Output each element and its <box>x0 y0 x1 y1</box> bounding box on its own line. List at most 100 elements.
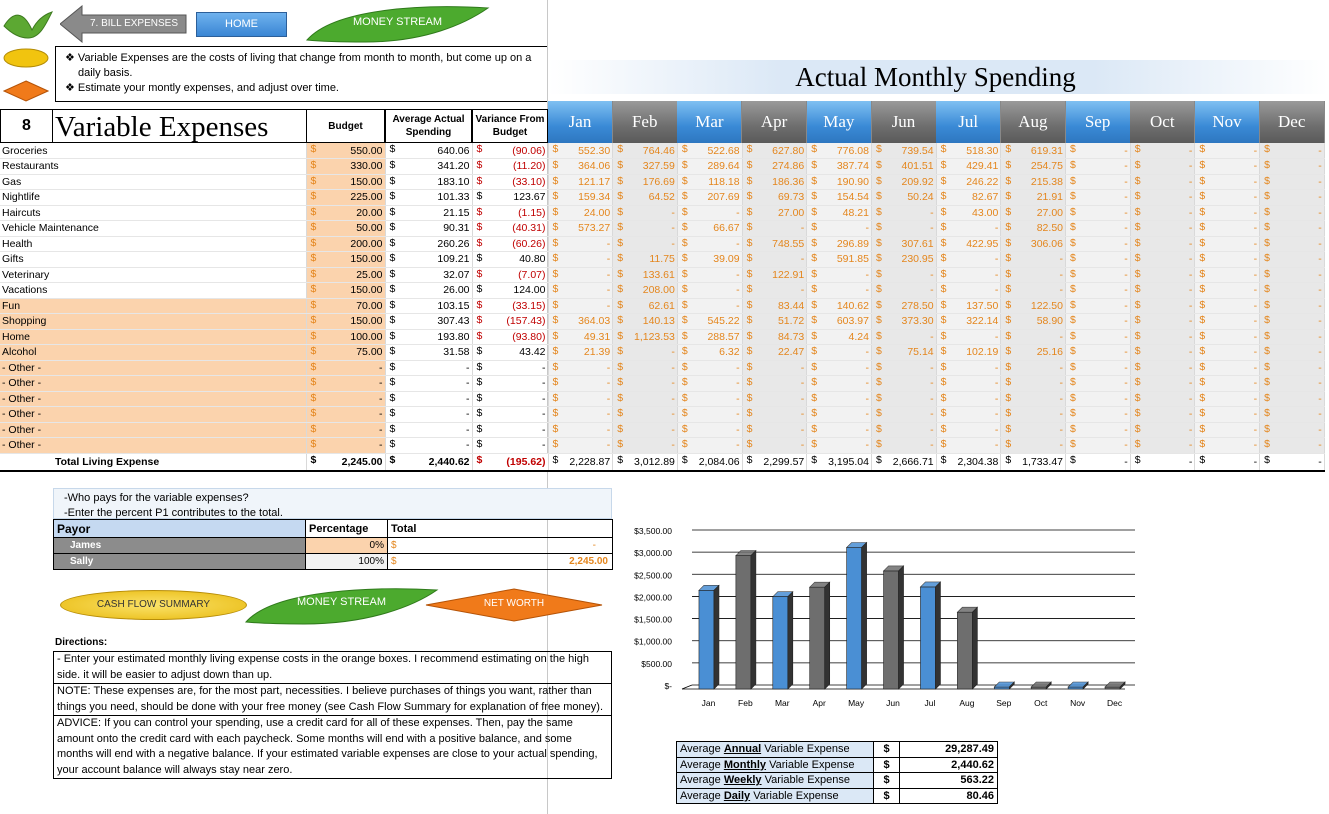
month-cell[interactable]: $ - <box>806 360 872 376</box>
month-cell[interactable]: $ - <box>612 344 678 361</box>
month-cell[interactable]: $ - <box>1194 158 1261 175</box>
budget-cell[interactable]: $150.00 <box>306 313 386 330</box>
month-cell[interactable]: $ - <box>742 375 808 392</box>
month-cell[interactable]: $ - <box>1194 391 1261 407</box>
month-cell[interactable]: $ - <box>1000 406 1066 423</box>
month-cell[interactable]: $274.86 <box>742 158 808 175</box>
month-cell[interactable]: $ - <box>1194 422 1261 438</box>
month-cell[interactable]: $ - <box>742 422 808 438</box>
month-cell[interactable]: $ - <box>1065 298 1131 314</box>
month-cell[interactable]: $ - <box>1065 313 1131 330</box>
month-cell[interactable]: $ - <box>1259 205 1325 221</box>
month-cell[interactable]: $ - <box>1065 158 1131 175</box>
month-cell[interactable]: $278.50 <box>871 298 937 314</box>
month-cell[interactable]: $ - <box>1130 251 1196 268</box>
month-cell[interactable]: $207.69 <box>677 189 743 206</box>
month-cell[interactable]: $ - <box>742 360 808 376</box>
month-cell[interactable]: $573.27 <box>548 220 614 237</box>
month-cell[interactable]: $ - <box>1065 344 1131 361</box>
month-cell[interactable]: $ - <box>806 437 872 454</box>
month-cell[interactable]: $ - <box>936 391 1002 407</box>
month-cell[interactable]: $ - <box>612 375 678 392</box>
month-cell[interactable]: $401.51 <box>871 158 937 175</box>
month-cell[interactable]: $ - <box>1065 267 1131 283</box>
month-cell[interactable]: $ - <box>871 391 937 407</box>
month-cell[interactable]: $ - <box>677 282 743 299</box>
month-cell[interactable]: $ - <box>806 220 872 237</box>
month-cell[interactable]: $322.14 <box>936 313 1002 330</box>
month-cell[interactable]: $ - <box>1194 344 1261 361</box>
month-cell[interactable]: $ - <box>1130 189 1196 206</box>
month-cell[interactable]: $ - <box>1130 298 1196 314</box>
month-cell[interactable]: $ - <box>936 406 1002 423</box>
expense-label[interactable]: - Other - <box>0 422 307 438</box>
month-cell[interactable]: $627.80 <box>742 143 808 159</box>
month-cell[interactable]: $ - <box>1194 329 1261 345</box>
month-cell[interactable]: $140.62 <box>806 298 872 314</box>
budget-cell[interactable]: $ - <box>306 437 386 454</box>
month-cell[interactable]: $4.24 <box>806 329 872 345</box>
month-cell[interactable]: $ - <box>742 406 808 423</box>
month-cell[interactable]: $ - <box>871 437 937 454</box>
month-cell[interactable]: $ - <box>1065 143 1131 159</box>
month-cell[interactable]: $ - <box>1130 391 1196 407</box>
month-cell[interactable]: $11.75 <box>612 251 678 268</box>
month-cell[interactable]: $603.97 <box>806 313 872 330</box>
month-cell[interactable]: $ - <box>806 375 872 392</box>
month-cell[interactable]: $ - <box>1065 174 1131 190</box>
payor-1-name[interactable]: James <box>53 537 306 554</box>
budget-cell[interactable]: $75.00 <box>306 344 386 361</box>
month-cell[interactable]: $307.61 <box>871 236 937 252</box>
month-cell[interactable]: $ - <box>1259 437 1325 454</box>
month-cell[interactable]: $186.36 <box>742 174 808 190</box>
month-cell[interactable]: $ - <box>1130 143 1196 159</box>
month-cell[interactable]: $ - <box>548 375 614 392</box>
month-cell[interactable]: $ - <box>1130 282 1196 299</box>
month-cell[interactable]: $ - <box>871 375 937 392</box>
month-cell[interactable]: $ - <box>806 282 872 299</box>
expense-label[interactable]: Fun <box>0 298 307 314</box>
month-cell[interactable]: $ - <box>677 236 743 252</box>
budget-cell[interactable]: $ - <box>306 406 386 423</box>
month-cell[interactable]: $373.30 <box>871 313 937 330</box>
month-cell[interactable]: $ - <box>1259 344 1325 361</box>
expense-label[interactable]: Alcohol <box>0 344 307 361</box>
month-cell[interactable]: $ - <box>1130 174 1196 190</box>
month-cell[interactable]: $ - <box>1130 406 1196 423</box>
budget-cell[interactable]: $ - <box>306 422 386 438</box>
month-cell[interactable]: $ - <box>1194 360 1261 376</box>
month-cell[interactable]: $ - <box>612 437 678 454</box>
budget-cell[interactable]: $70.00 <box>306 298 386 314</box>
month-cell[interactable]: $591.85 <box>806 251 872 268</box>
month-cell[interactable]: $ - <box>1065 360 1131 376</box>
month-cell[interactable]: $ - <box>742 391 808 407</box>
month-cell[interactable]: $ - <box>871 360 937 376</box>
month-cell[interactable]: $748.55 <box>742 236 808 252</box>
month-cell[interactable]: $159.34 <box>548 189 614 206</box>
month-cell[interactable]: $49.31 <box>548 329 614 345</box>
month-cell[interactable]: $254.75 <box>1000 158 1066 175</box>
month-cell[interactable]: $ - <box>1259 329 1325 345</box>
month-cell[interactable]: $ - <box>871 422 937 438</box>
month-cell[interactable]: $ - <box>548 298 614 314</box>
budget-cell[interactable]: $ - <box>306 375 386 392</box>
month-cell[interactable]: $288.57 <box>677 329 743 345</box>
month-cell[interactable]: $776.08 <box>806 143 872 159</box>
month-cell[interactable]: $122.50 <box>1000 298 1066 314</box>
home-button[interactable]: HOME <box>196 12 287 37</box>
month-cell[interactable]: $ - <box>1194 251 1261 268</box>
month-cell[interactable]: $289.64 <box>677 158 743 175</box>
month-cell[interactable]: $83.44 <box>742 298 808 314</box>
month-cell[interactable]: $ - <box>1259 189 1325 206</box>
month-cell[interactable]: $22.47 <box>742 344 808 361</box>
month-cell[interactable]: $ - <box>1065 251 1131 268</box>
month-cell[interactable]: $25.16 <box>1000 344 1066 361</box>
month-cell[interactable]: $ - <box>1259 251 1325 268</box>
month-cell[interactable]: $387.74 <box>806 158 872 175</box>
month-cell[interactable]: $75.14 <box>871 344 937 361</box>
bill-expenses-back-button[interactable]: 7. BILL EXPENSES <box>59 4 188 44</box>
month-cell[interactable]: $ - <box>548 406 614 423</box>
month-cell[interactable]: $ - <box>1194 267 1261 283</box>
month-cell[interactable]: $522.68 <box>677 143 743 159</box>
month-cell[interactable]: $ - <box>1065 220 1131 237</box>
